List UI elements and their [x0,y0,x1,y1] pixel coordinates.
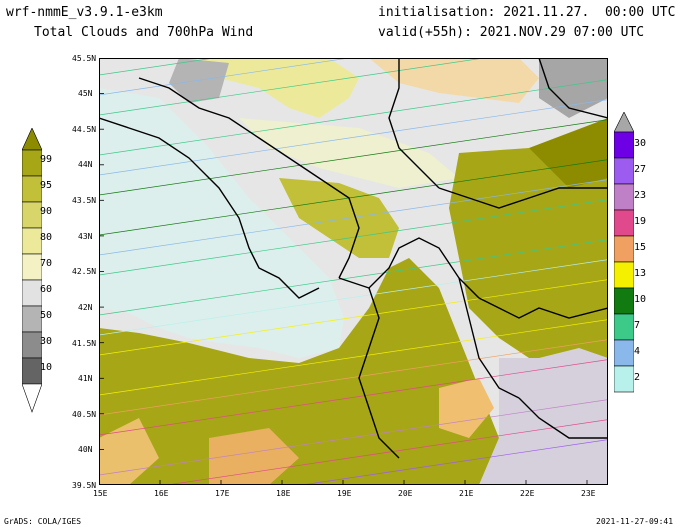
cloud-colorbar-segment [22,331,42,359]
lon-label: 21E [459,489,474,498]
cloud-patch-orange [209,428,299,485]
cloud-colorbar-segment [22,357,42,385]
wind-scale-label: 15 [634,242,647,253]
cloud-high-far-east [529,118,608,188]
cloud-colorbar-segment [22,201,42,229]
lon-label: 17E [215,489,230,498]
wind-colorbar-segment [614,131,634,159]
cloud-scale-label: 30 [40,336,53,347]
initialisation-time: initialisation: 2021.11.27. 00:00 UTC [378,5,676,20]
model-title: wrf-nmmE_v3.9.1-e3km [6,5,163,20]
sea-clear-region [99,88,344,358]
cloud-colorbar-segment [22,305,42,333]
cloud-scale-label: 99 [40,154,53,165]
cloud-patch-orange [439,378,494,438]
wind-colorbar-segment [614,235,634,263]
wind-scale-label: 2 [634,372,641,383]
cloud-colorbar [22,128,42,413]
lat-label: 40N [78,445,93,454]
cloud-colorbar-bottom-cap [22,383,42,413]
lon-label: 23E [581,489,596,498]
wind-colorbar [614,112,634,393]
cloud-colorbar-segment [22,227,42,255]
forecast-map [99,58,608,485]
map-frame [99,58,608,485]
wind-scale-label: 30 [634,138,647,149]
wind-colorbar-segment [614,183,634,211]
wind-scale-label: 10 [634,294,647,305]
wind-colorbar-segment [614,287,634,315]
cloud-colorbar-segment [22,253,42,281]
cloud-scale-label: 90 [40,206,53,217]
lat-label: 45N [78,89,93,98]
lon-label: 16E [154,489,169,498]
clear-region-southeast [479,348,608,485]
cloud-scale-label: 70 [40,258,53,269]
wind-colorbar-segment [614,313,634,341]
wind-colorbar-segment [614,339,634,367]
lat-label: 44.5N [72,125,97,134]
lat-label: 43.5N [72,196,97,205]
product-title: Total Clouds and 700hPa Wind [34,25,254,40]
cloud-scale-label: 80 [40,232,53,243]
lat-label: 41N [78,374,93,383]
cloud-high-center [279,178,399,258]
wind-colorbar-top-cap [614,112,634,133]
cloud-patch-north [189,58,359,118]
lat-label: 41.5N [72,339,97,348]
wind-scale-label: 4 [634,346,641,357]
wind-colorbar-segment [614,365,634,393]
cloud-colorbar-segment [22,175,42,203]
cloud-scale-label: 60 [40,284,53,295]
lat-label: 39.5N [72,481,97,490]
cloud-scale-label: 50 [40,310,53,321]
cloud-colorbar-top-cap [22,128,42,151]
lat-label: 42N [78,303,93,312]
lat-label: 42.5N [72,267,97,276]
footer-credit: GrADS: COLA/IGES [4,517,82,526]
wind-scale-label: 13 [634,268,647,279]
wind-colorbar-segment [614,157,634,185]
wind-colorbar-segment [614,209,634,237]
cloud-high-south [99,258,499,485]
cloud-patch-grey [539,58,608,118]
cloud-colorbar-segment [22,279,42,307]
cloud-colorbar-segment [22,149,42,177]
lon-label: 20E [398,489,413,498]
cloud-patch-north-east [369,58,539,103]
footer-timestamp: 2021-11-27-09:41 [596,517,674,526]
lon-label: 19E [337,489,352,498]
lat-label: 44N [78,160,93,169]
lat-label: 45.5N [72,54,97,63]
cloud-scale-label: 10 [40,362,53,373]
wind-scale-label: 19 [634,216,647,227]
wind-scale-label: 7 [634,320,641,331]
lat-label: 43N [78,232,93,241]
lon-label: 15E [93,489,108,498]
lon-label: 22E [520,489,535,498]
borders [99,58,608,459]
cloud-scale-label: 95 [40,180,53,191]
lat-label: 40.5N [72,410,97,419]
wind-colorbar-segment [614,261,634,289]
wind-scale-label: 27 [634,164,647,175]
cloud-patch-mid [239,118,459,188]
valid-time: valid(+55h): 2021.NOV.29 07:00 UTC [378,25,645,40]
wind-scale-label: 23 [634,190,647,201]
lon-label: 18E [276,489,291,498]
